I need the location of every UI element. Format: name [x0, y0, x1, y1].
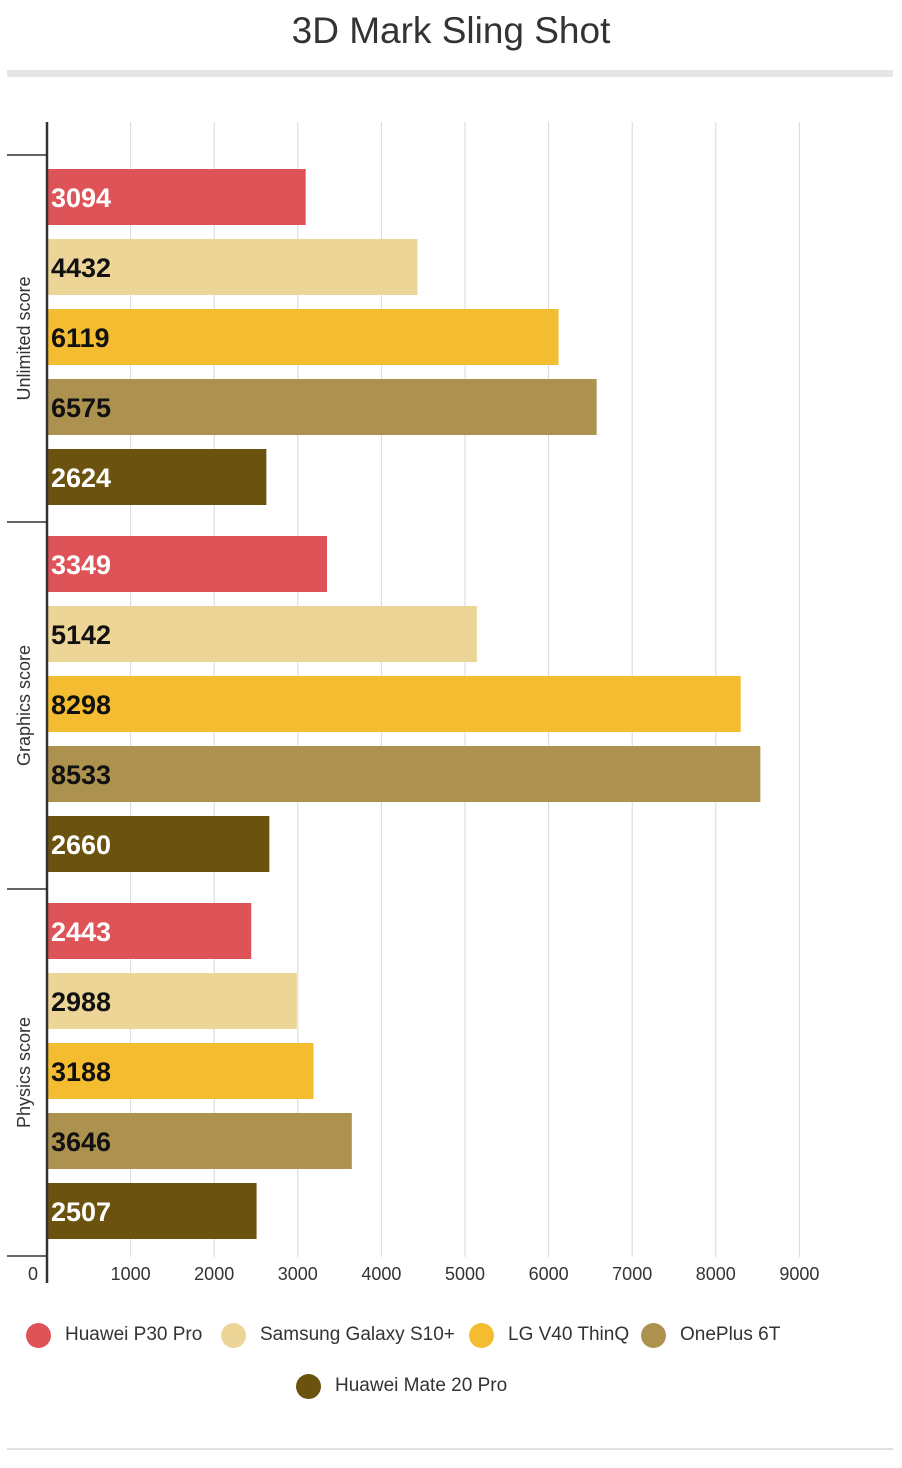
chart-title: 3D Mark Sling Shot [291, 10, 611, 51]
bar [47, 449, 267, 505]
bar-value-label: 3094 [51, 183, 111, 213]
bar [47, 606, 477, 662]
bar-value-label: 2624 [51, 463, 111, 493]
bar [47, 676, 741, 732]
legend-item: Huawei P30 Pro [26, 1318, 202, 1352]
x-tick-label: 2000 [194, 1264, 234, 1284]
bar [47, 1043, 314, 1099]
legend-item: Samsung Galaxy S10+ [221, 1318, 455, 1352]
category-label: Unlimited score [14, 276, 34, 400]
x-tick-label: 1000 [111, 1264, 151, 1284]
bar [47, 816, 270, 872]
bar-value-label: 2660 [51, 830, 111, 860]
bar [47, 379, 597, 435]
category-label: Graphics score [14, 645, 34, 766]
legend-label: Samsung Galaxy S10+ [260, 1324, 455, 1345]
legend-item: Huawei Mate 20 Pro [296, 1369, 507, 1403]
legend-swatch [296, 1373, 321, 1399]
bar-value-label: 2443 [51, 917, 111, 947]
category-label: Physics score [14, 1017, 34, 1128]
bar [47, 973, 297, 1029]
legend-label: LG V40 ThinQ [508, 1324, 630, 1345]
legend-item: OnePlus 6T [641, 1318, 780, 1352]
bar-value-label: 8298 [51, 690, 111, 720]
x-tick-label: 9000 [779, 1264, 819, 1284]
legend-swatch [221, 1322, 246, 1348]
x-tick-label: 5000 [445, 1264, 485, 1284]
chart-plot-area: 3094 4432 6119 6575 2624 Unlimited score 3349 5… [7, 122, 819, 1284]
bar-value-label: 2988 [51, 987, 111, 1017]
bar [47, 309, 559, 365]
title-divider [7, 70, 893, 77]
bar-value-label: 3349 [51, 550, 111, 580]
x-tick-label: 8000 [696, 1264, 736, 1284]
bar [47, 746, 761, 802]
legend-item: LG V40 ThinQ [469, 1318, 629, 1352]
x-tick-label: 3000 [278, 1264, 318, 1284]
bar [47, 1183, 257, 1239]
bar-value-label: 5142 [51, 620, 111, 650]
legend-label: OnePlus 6T [680, 1324, 781, 1345]
x-tick-label: 0 [28, 1264, 38, 1284]
legend-swatch [469, 1322, 494, 1348]
x-tick-label: 6000 [529, 1264, 569, 1284]
bar-value-label: 6119 [51, 323, 110, 353]
bar [47, 903, 252, 959]
legend-swatch [641, 1322, 666, 1348]
bottom-divider [7, 1448, 893, 1450]
x-tick-label: 7000 [612, 1264, 652, 1284]
bar-value-label: 2507 [51, 1197, 111, 1227]
bar-value-label: 8533 [51, 760, 111, 790]
bar-value-label: 3188 [51, 1057, 111, 1087]
bar [47, 239, 418, 295]
bar [47, 1113, 352, 1169]
bar [47, 169, 306, 225]
bar [47, 536, 327, 592]
legend-swatch [26, 1322, 51, 1348]
bar-value-label: 6575 [51, 393, 111, 423]
bar-value-label: 3646 [51, 1127, 111, 1157]
legend-label: Huawei P30 Pro [65, 1324, 203, 1345]
bar-value-label: 4432 [51, 253, 111, 283]
x-tick-label: 4000 [361, 1264, 401, 1284]
legend-label: Huawei Mate 20 Pro [335, 1375, 508, 1396]
